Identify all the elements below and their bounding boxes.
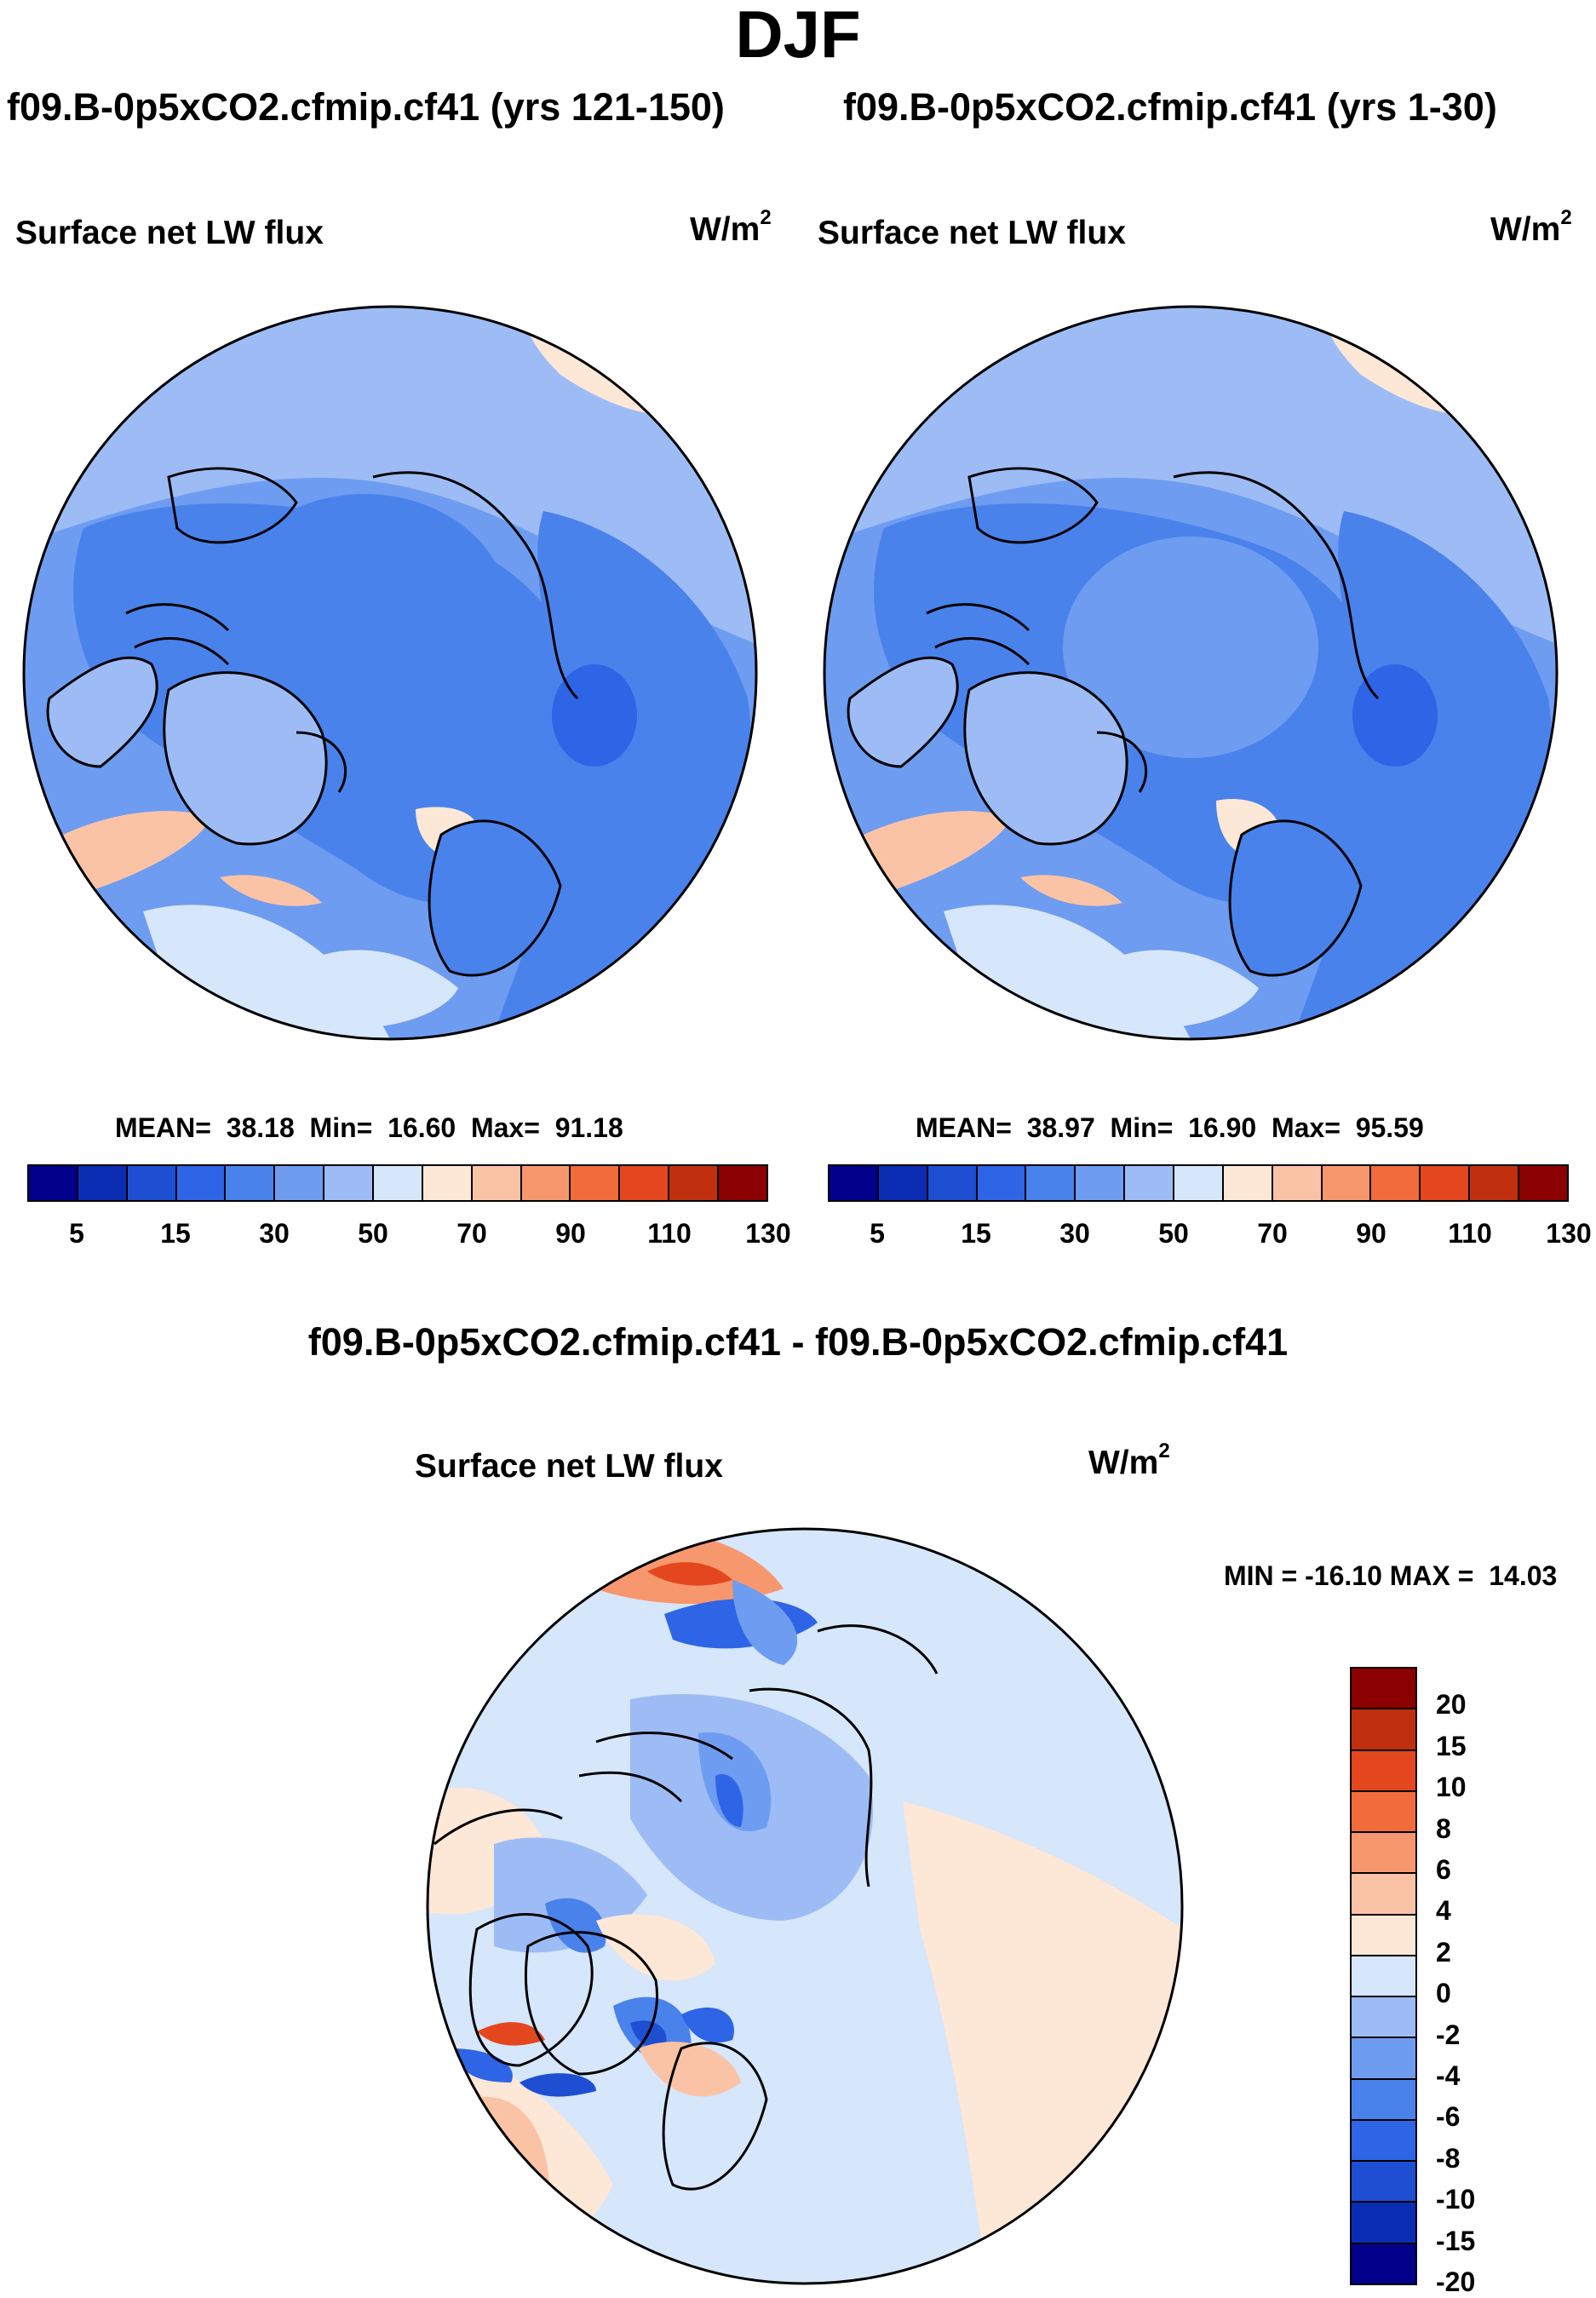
colorbar-swatch <box>1352 1791 1415 1834</box>
colorbar-tick-label: 90 <box>1356 1218 1386 1249</box>
colorbar-swatch <box>1352 1833 1415 1875</box>
colorbar-tick-label: 2 <box>1436 1936 1451 1968</box>
colorbar-swatch <box>1519 1166 1567 1200</box>
colorbar-tick-label: 15 <box>1436 1730 1467 1761</box>
colorbar-tick-label: 30 <box>259 1218 290 1249</box>
colorbar-swatch <box>176 1166 227 1200</box>
colorbar-tick-label: -8 <box>1436 2142 1461 2174</box>
panel1-variable-label: Surface net LW flux <box>15 215 324 251</box>
colorbar-swatch <box>1352 1709 1415 1751</box>
colorbar-tick-label: 50 <box>358 1218 388 1249</box>
panel2-run-title: f09.B-0p5xCO2.cfmip.cf41 (yrs 1-30) <box>843 85 1497 129</box>
colorbar-swatch <box>472 1166 522 1200</box>
colorbar-tick-label: 130 <box>745 1218 791 1249</box>
colorbar-tick-label: 110 <box>647 1218 692 1249</box>
panel1-colorbar <box>27 1164 768 1202</box>
colorbar-swatch <box>1272 1166 1323 1200</box>
colorbar-tick-label: 50 <box>1158 1218 1189 1249</box>
panel1-run-title: f09.B-0p5xCO2.cfmip.cf41 (yrs 121-150) <box>7 85 725 129</box>
colorbar-swatch <box>1352 1750 1415 1792</box>
colorbar-swatch <box>275 1166 325 1200</box>
colorbar-tick-label: -10 <box>1436 2184 1476 2215</box>
colorbar-swatch <box>1174 1166 1224 1200</box>
colorbar-swatch <box>571 1166 621 1200</box>
colorbar-tick-label: 70 <box>1257 1218 1288 1249</box>
colorbar-swatch <box>1352 1669 1415 1710</box>
colorbar-swatch <box>1352 2243 1415 2284</box>
panel1-colorbar-ticks: 5 15 30 50 70 90 110 130 <box>27 1218 791 1252</box>
panel2-colorbar <box>828 1164 1569 1202</box>
colorbar-swatch <box>374 1166 423 1200</box>
colorbar-swatch <box>1371 1166 1421 1200</box>
panel2-stats: MEAN= 38.97 Min= 16.90 Max= 95.59 <box>916 1112 1424 1143</box>
panel2-colorbar-ticks: 5 15 30 50 70 90 110 130 <box>828 1218 1592 1252</box>
colorbar-tick-label: 90 <box>555 1218 586 1249</box>
colorbar-swatch <box>1352 2162 1415 2203</box>
colorbar-swatch <box>1352 2120 1415 2163</box>
colorbar-tick-label: 6 <box>1436 1854 1451 1885</box>
colorbar-tick-label: 15 <box>160 1218 191 1249</box>
colorbar-tick-label: 5 <box>870 1218 885 1249</box>
colorbar-tick-label: 20 <box>1436 1689 1467 1721</box>
colorbar-swatch <box>29 1166 78 1200</box>
panel1-stats: MEAN= 38.18 Min= 16.60 Max= 91.18 <box>115 1112 623 1143</box>
colorbar-swatch <box>1352 2038 1415 2080</box>
colorbar-tick-label: -6 <box>1436 2101 1461 2133</box>
colorbar-swatch <box>830 1166 879 1200</box>
colorbar-swatch <box>620 1166 670 1200</box>
colorbar-tick-label: 0 <box>1436 1978 1451 2009</box>
colorbar-swatch <box>719 1166 766 1200</box>
colorbar-tick-label: 130 <box>1546 1218 1592 1249</box>
colorbar-swatch <box>1352 1915 1415 1956</box>
panel2-polar-map <box>823 305 1559 1041</box>
panel2-variable-label: Surface net LW flux <box>818 215 1126 251</box>
colorbar-swatch <box>127 1166 177 1200</box>
colorbar-swatch <box>1352 1956 1415 1998</box>
colorbar-swatch <box>324 1166 375 1200</box>
difference-variable-label: Surface net LW flux <box>415 1448 723 1485</box>
difference-polar-map <box>426 1527 1184 2285</box>
colorbar-swatch <box>1352 2203 1415 2244</box>
difference-min-max: MIN = -16.10 MAX = 14.03 <box>1224 1560 1558 1591</box>
colorbar-tick-label: 70 <box>456 1218 487 1249</box>
colorbar-tick-label: -2 <box>1436 2019 1461 2050</box>
panel2-units: W/m2 <box>1490 206 1572 248</box>
colorbar-tick-label: 30 <box>1059 1218 1090 1249</box>
colorbar-swatch <box>1125 1166 1175 1200</box>
panel1-polar-map <box>22 305 758 1041</box>
colorbar-swatch <box>1352 2079 1415 2121</box>
colorbar-swatch <box>1470 1166 1520 1200</box>
colorbar-swatch <box>1421 1166 1471 1200</box>
colorbar-swatch <box>1352 1874 1415 1916</box>
colorbar-swatch <box>1026 1166 1076 1200</box>
colorbar-swatch <box>1076 1166 1126 1200</box>
colorbar-swatch <box>977 1166 1027 1200</box>
colorbar-tick-label: 10 <box>1436 1772 1467 1803</box>
panel1-units: W/m2 <box>690 206 772 248</box>
colorbar-swatch <box>521 1166 571 1200</box>
colorbar-tick-label: 15 <box>961 1218 991 1249</box>
colorbar-swatch <box>422 1166 473 1200</box>
colorbar-swatch <box>669 1166 720 1200</box>
colorbar-swatch <box>226 1166 276 1200</box>
colorbar-tick-label: -15 <box>1436 2225 1476 2256</box>
colorbar-swatch <box>878 1166 928 1200</box>
figure-title: DJF <box>735 0 861 72</box>
colorbar-tick-label: 5 <box>69 1218 84 1249</box>
colorbar-swatch <box>1352 1997 1415 2039</box>
difference-units: W/m2 <box>1088 1439 1170 1481</box>
colorbar-swatch <box>78 1166 128 1200</box>
colorbar-tick-label: 8 <box>1436 1813 1451 1844</box>
colorbar-swatch <box>1223 1166 1273 1200</box>
colorbar-swatch <box>927 1166 978 1200</box>
colorbar-tick-label: 110 <box>1448 1218 1492 1249</box>
colorbar-tick-label: -4 <box>1436 2060 1461 2091</box>
colorbar-tick-label: -20 <box>1436 2266 1476 2297</box>
difference-title: f09.B-0p5xCO2.cfmip.cf41 - f09.B-0p5xCO2… <box>307 1320 1289 1364</box>
colorbar-tick-label: 4 <box>1436 1895 1451 1927</box>
colorbar-swatch <box>1322 1166 1372 1200</box>
difference-colorbar <box>1350 1667 1417 2285</box>
